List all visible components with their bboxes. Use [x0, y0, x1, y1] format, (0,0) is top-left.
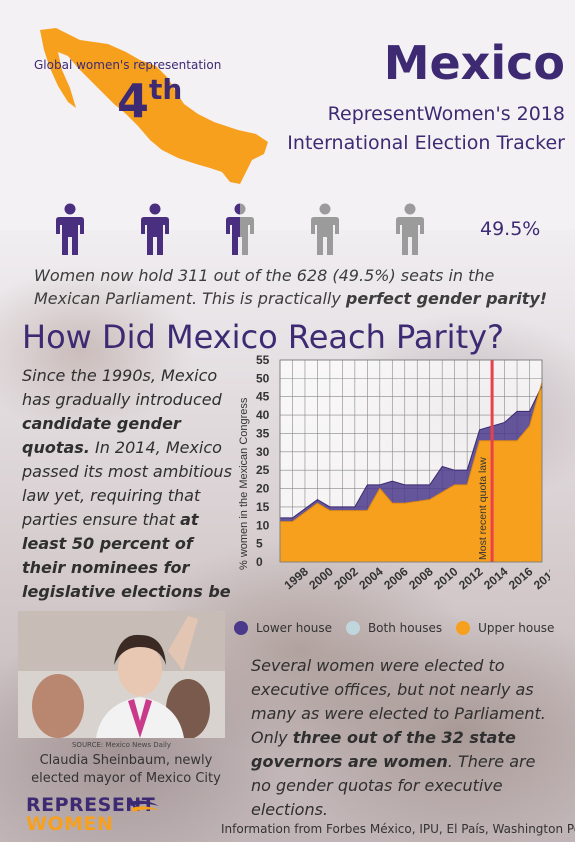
person-icon-1 [56, 203, 84, 255]
y-tick-label-7: 35 [256, 426, 270, 440]
person-icon-4 [311, 203, 339, 255]
logo-bottom: WOMEN [26, 813, 114, 835]
x-tick-label-2010: 2010 [431, 564, 461, 592]
quota-bold-1: candidate gender quotas. [22, 414, 181, 457]
logo-top: REPRESENT [26, 794, 156, 816]
chart-frame [279, 359, 543, 563]
photo-caption: Claudia Sheinbaum, newly elected mayor o… [31, 753, 221, 786]
y-tick-label-2: 10 [256, 518, 270, 532]
global-representation-label: Global women's representation [34, 58, 222, 72]
x-tick-label-2002: 2002 [331, 564, 361, 592]
legend-item-upper: Upper house [456, 621, 554, 635]
legend-dot-both [345, 621, 360, 635]
chart-legend: Lower house Both houses Upper house [234, 621, 554, 635]
exec-text-1: Several women were elected to executive … [251, 656, 546, 747]
quota-text-1: Since the 1990s, Mexico has gradually in… [22, 366, 222, 409]
person-icon-3 [226, 203, 254, 255]
x-tick-label-2012: 2012 [456, 564, 486, 592]
y-tick-label-5: 25 [256, 463, 270, 477]
legend-item-both: Both houses [345, 621, 443, 635]
x-tick-label-2006: 2006 [381, 564, 411, 592]
person-icon-2 [141, 203, 169, 255]
x-tick-label-2018: 2018 [531, 564, 550, 592]
quota-law-label: Most recent quota law [477, 457, 489, 560]
x-tick-label-2000: 2000 [306, 564, 336, 592]
executive-paragraph: Several women were elected to executive … [251, 654, 556, 822]
intro-emphasis: perfect gender parity! [345, 289, 548, 309]
y-tick-label-0: 0 [256, 555, 263, 569]
upper-house-area [280, 382, 542, 562]
lower-house-line [280, 385, 543, 519]
y-tick-label-6: 30 [256, 445, 270, 459]
legend-dot-upper [456, 621, 471, 635]
legend-item-lower: Lower house [234, 621, 332, 635]
representwomen-logo: REPRESENT WOMEN [26, 796, 155, 834]
logo-swoosh-icon [129, 800, 159, 812]
legend-label-lower: Lower house [256, 621, 332, 635]
sheinbaum-photo [18, 611, 225, 738]
subtitle: RepresentWomen's 2018 International Elec… [287, 100, 565, 157]
legend-label-upper: Upper house [478, 621, 555, 635]
person-icon-5 [396, 203, 424, 255]
y-tick-label-9: 45 [256, 390, 270, 404]
legend-label-both: Both houses [367, 621, 443, 635]
quota-paragraph: Since the 1990s, Mexico has gradually in… [22, 364, 237, 628]
y-tick-label-1: 5 [256, 537, 263, 551]
parity-percentage: 49.5% [480, 218, 541, 240]
representation-chart: Most recent quota law 0 5 10 15 20 25 30 35 40 45 5… [238, 353, 550, 592]
photo-source: SOURCE: Mexico News Daily [71, 741, 171, 749]
intro-text: Women now hold 311 out of the 628 (49.5%… [34, 266, 495, 309]
y-axis-label: % women in the Mexican Congress [238, 397, 250, 570]
global-rank: 4th [117, 73, 183, 125]
intro-paragraph: Women now hold 311 out of the 628 (49.5%… [34, 264, 554, 310]
rank-suffix: th [149, 73, 183, 106]
subtitle-line-2: International Election Tracker [287, 131, 565, 154]
mexico-map-icon [40, 28, 268, 184]
y-tick-label-10: 50 [256, 371, 270, 385]
x-tick-label-2008: 2008 [406, 564, 436, 592]
exec-bold: three out of the 32 state governors are … [251, 728, 516, 771]
x-tick-label-2004: 2004 [356, 564, 386, 592]
y-tick-label-11: 55 [256, 353, 270, 367]
x-tick-label-2016: 2016 [506, 564, 536, 592]
y-tick-label-4: 20 [256, 482, 270, 496]
x-tick-label-1998: 1998 [281, 564, 311, 592]
parity-people-icons [55, 203, 435, 255]
y-tick-label-3: 15 [256, 500, 270, 514]
legend-dot-lower [234, 621, 248, 635]
footer-sources: Information from Forbes México, IPU, El … [221, 822, 575, 836]
country-title: Mexico [383, 36, 565, 90]
subtitle-line-1: RepresentWomen's 2018 [327, 103, 565, 125]
exec-text-2: . There are no gender quotas for executi… [251, 752, 536, 819]
upper-house-line [280, 381, 543, 523]
rank-number: 4 [117, 74, 150, 128]
y-tick-label-8: 40 [256, 408, 270, 422]
x-tick-label-2014: 2014 [481, 564, 511, 592]
section-title: How Did Mexico Reach Parity? [22, 318, 505, 356]
quota-text-2: In 2014, Mexico passed its most ambitiou… [22, 438, 232, 529]
